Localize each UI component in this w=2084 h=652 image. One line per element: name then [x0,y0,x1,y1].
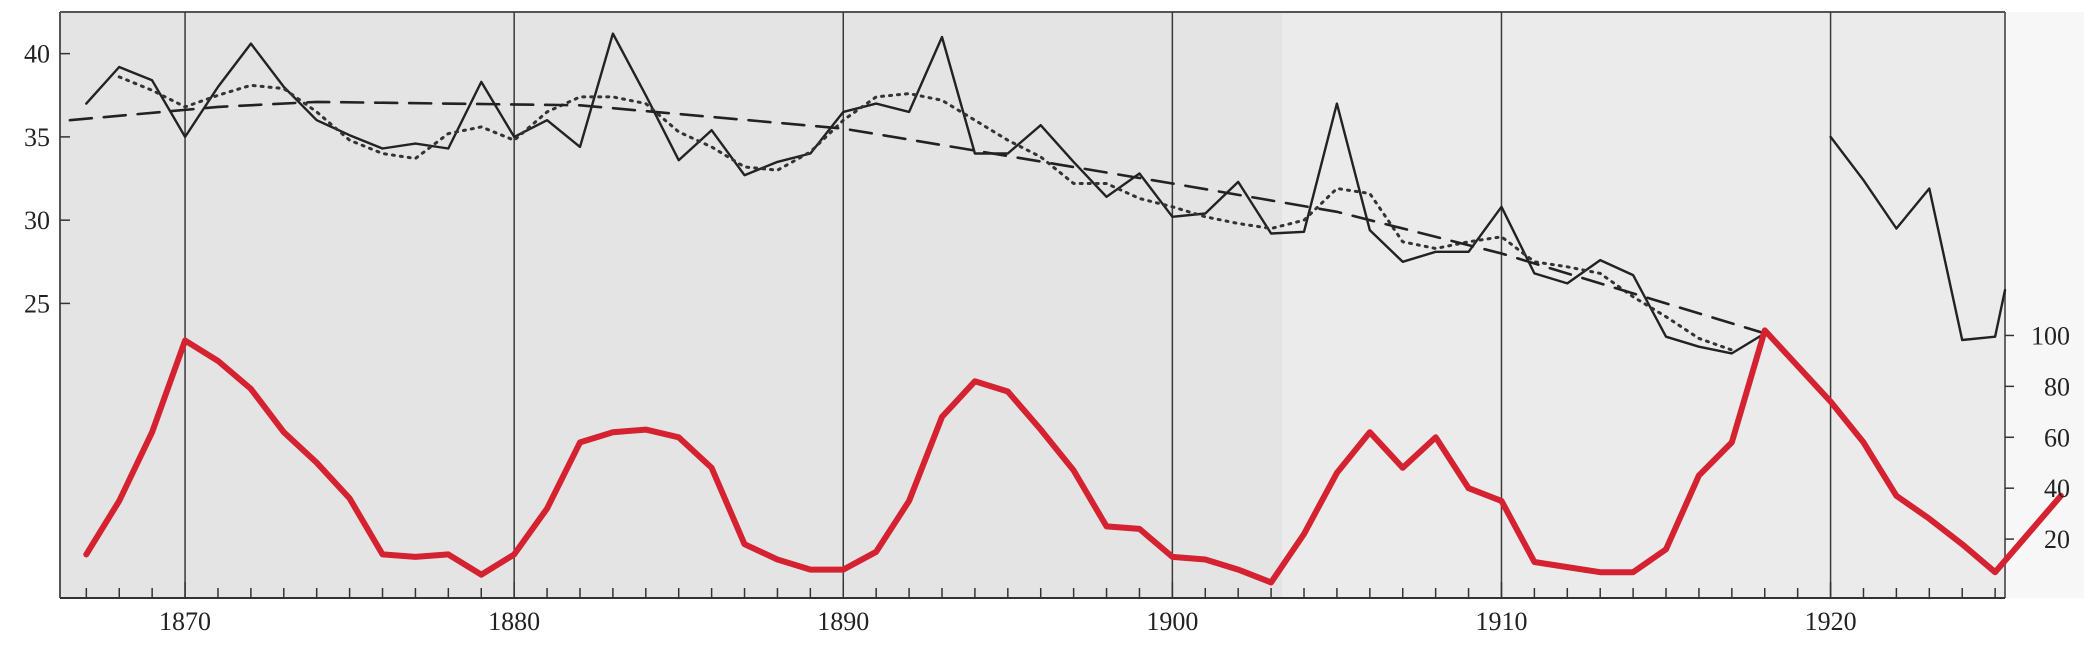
upper-y-tick-label: 40 [24,40,50,69]
x-tick-label: 1890 [817,607,869,636]
plot-background-right-sheet [1282,12,2005,598]
upper-y-tick-label: 35 [24,123,50,152]
x-tick-label: 1910 [1475,607,1527,636]
lower-y-tick-label: 40 [2044,474,2070,503]
lower-y-tick-labels: 20 40 60 80 100 [2005,321,2070,554]
upper-y-tick-label: 30 [24,206,50,235]
lower-panel-series [83,327,2064,586]
upper-series-dashed-line [68,100,1767,335]
x-tick-label: 1880 [488,607,540,636]
upper-y-tick-labels: 25 30 35 40 [24,40,70,318]
x-tick-label: 1900 [1146,607,1198,636]
upper-panel-series [68,32,2007,355]
lower-y-tick-label: 60 [2044,423,2070,452]
lower-y-tick-label: 20 [2044,525,2070,554]
lower-y-tick-label: 100 [2031,321,2070,350]
upper-series-solid-line [1829,135,2007,342]
upper-y-tick-label: 25 [24,289,50,318]
right-margin-strip [2005,12,2084,598]
x-minor-ticks [85,582,1996,598]
x-tick-label: 1870 [159,607,211,636]
upper-series-solid-line [85,32,1766,355]
x-tick-label: 1920 [1805,607,1857,636]
lower-y-tick-label: 80 [2044,372,2070,401]
lower-series-solid-thick-line [83,327,2064,586]
x-tick-labels: 1870 1880 1890 1900 1910 1920 [159,607,1857,636]
